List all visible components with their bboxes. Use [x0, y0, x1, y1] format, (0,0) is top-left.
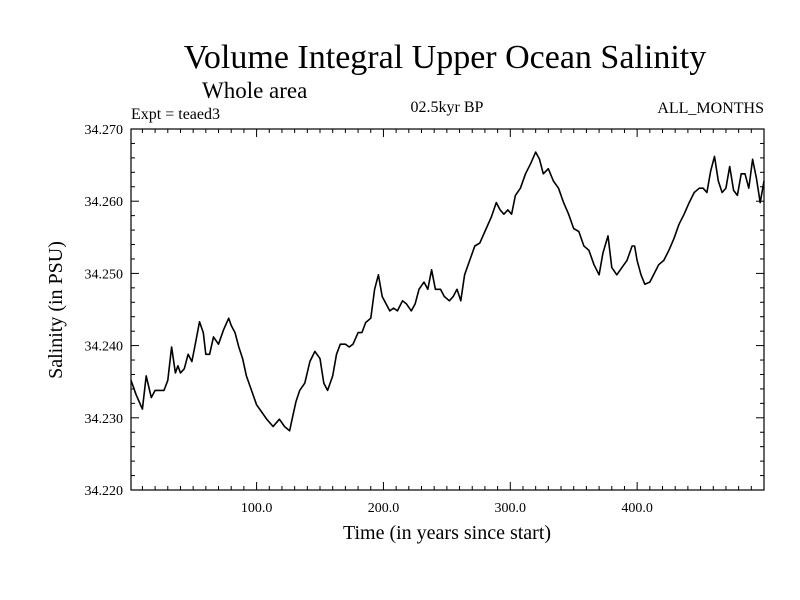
salinity-series-line [130, 151, 765, 432]
y-tick-label: 34.250 [85, 267, 124, 282]
x-tick-label: 400.0 [621, 501, 653, 516]
axis-ticks [131, 128, 764, 491]
y-tick-label: 34.270 [85, 123, 124, 138]
y-axis-label: Salinity (in PSU) [45, 241, 67, 379]
period-label: 02.5kyr BP [411, 99, 484, 116]
x-tick-label: 300.0 [495, 501, 527, 516]
y-tick-label: 34.260 [85, 195, 124, 210]
x-tick-label: 200.0 [368, 501, 400, 516]
months-label: ALL_MONTHS [657, 100, 764, 117]
y-tick-label: 34.240 [85, 340, 124, 355]
plot-frame [130, 128, 765, 491]
experiment-label: Expt = teaed3 [131, 106, 220, 123]
axis-tick-labels: 34.220 34.230 34.240 34.250 34.260 34.270 100.… [85, 123, 653, 516]
x-axis-label: Time (in years since start) [343, 522, 551, 544]
y-tick-label: 34.230 [85, 412, 124, 427]
y-tick-label: 34.220 [85, 484, 124, 499]
chart-subtitle: Whole area [202, 78, 307, 103]
x-tick-label: 100.0 [241, 501, 273, 516]
chart-title: Volume Integral Upper Ocean Salinity [184, 39, 706, 76]
